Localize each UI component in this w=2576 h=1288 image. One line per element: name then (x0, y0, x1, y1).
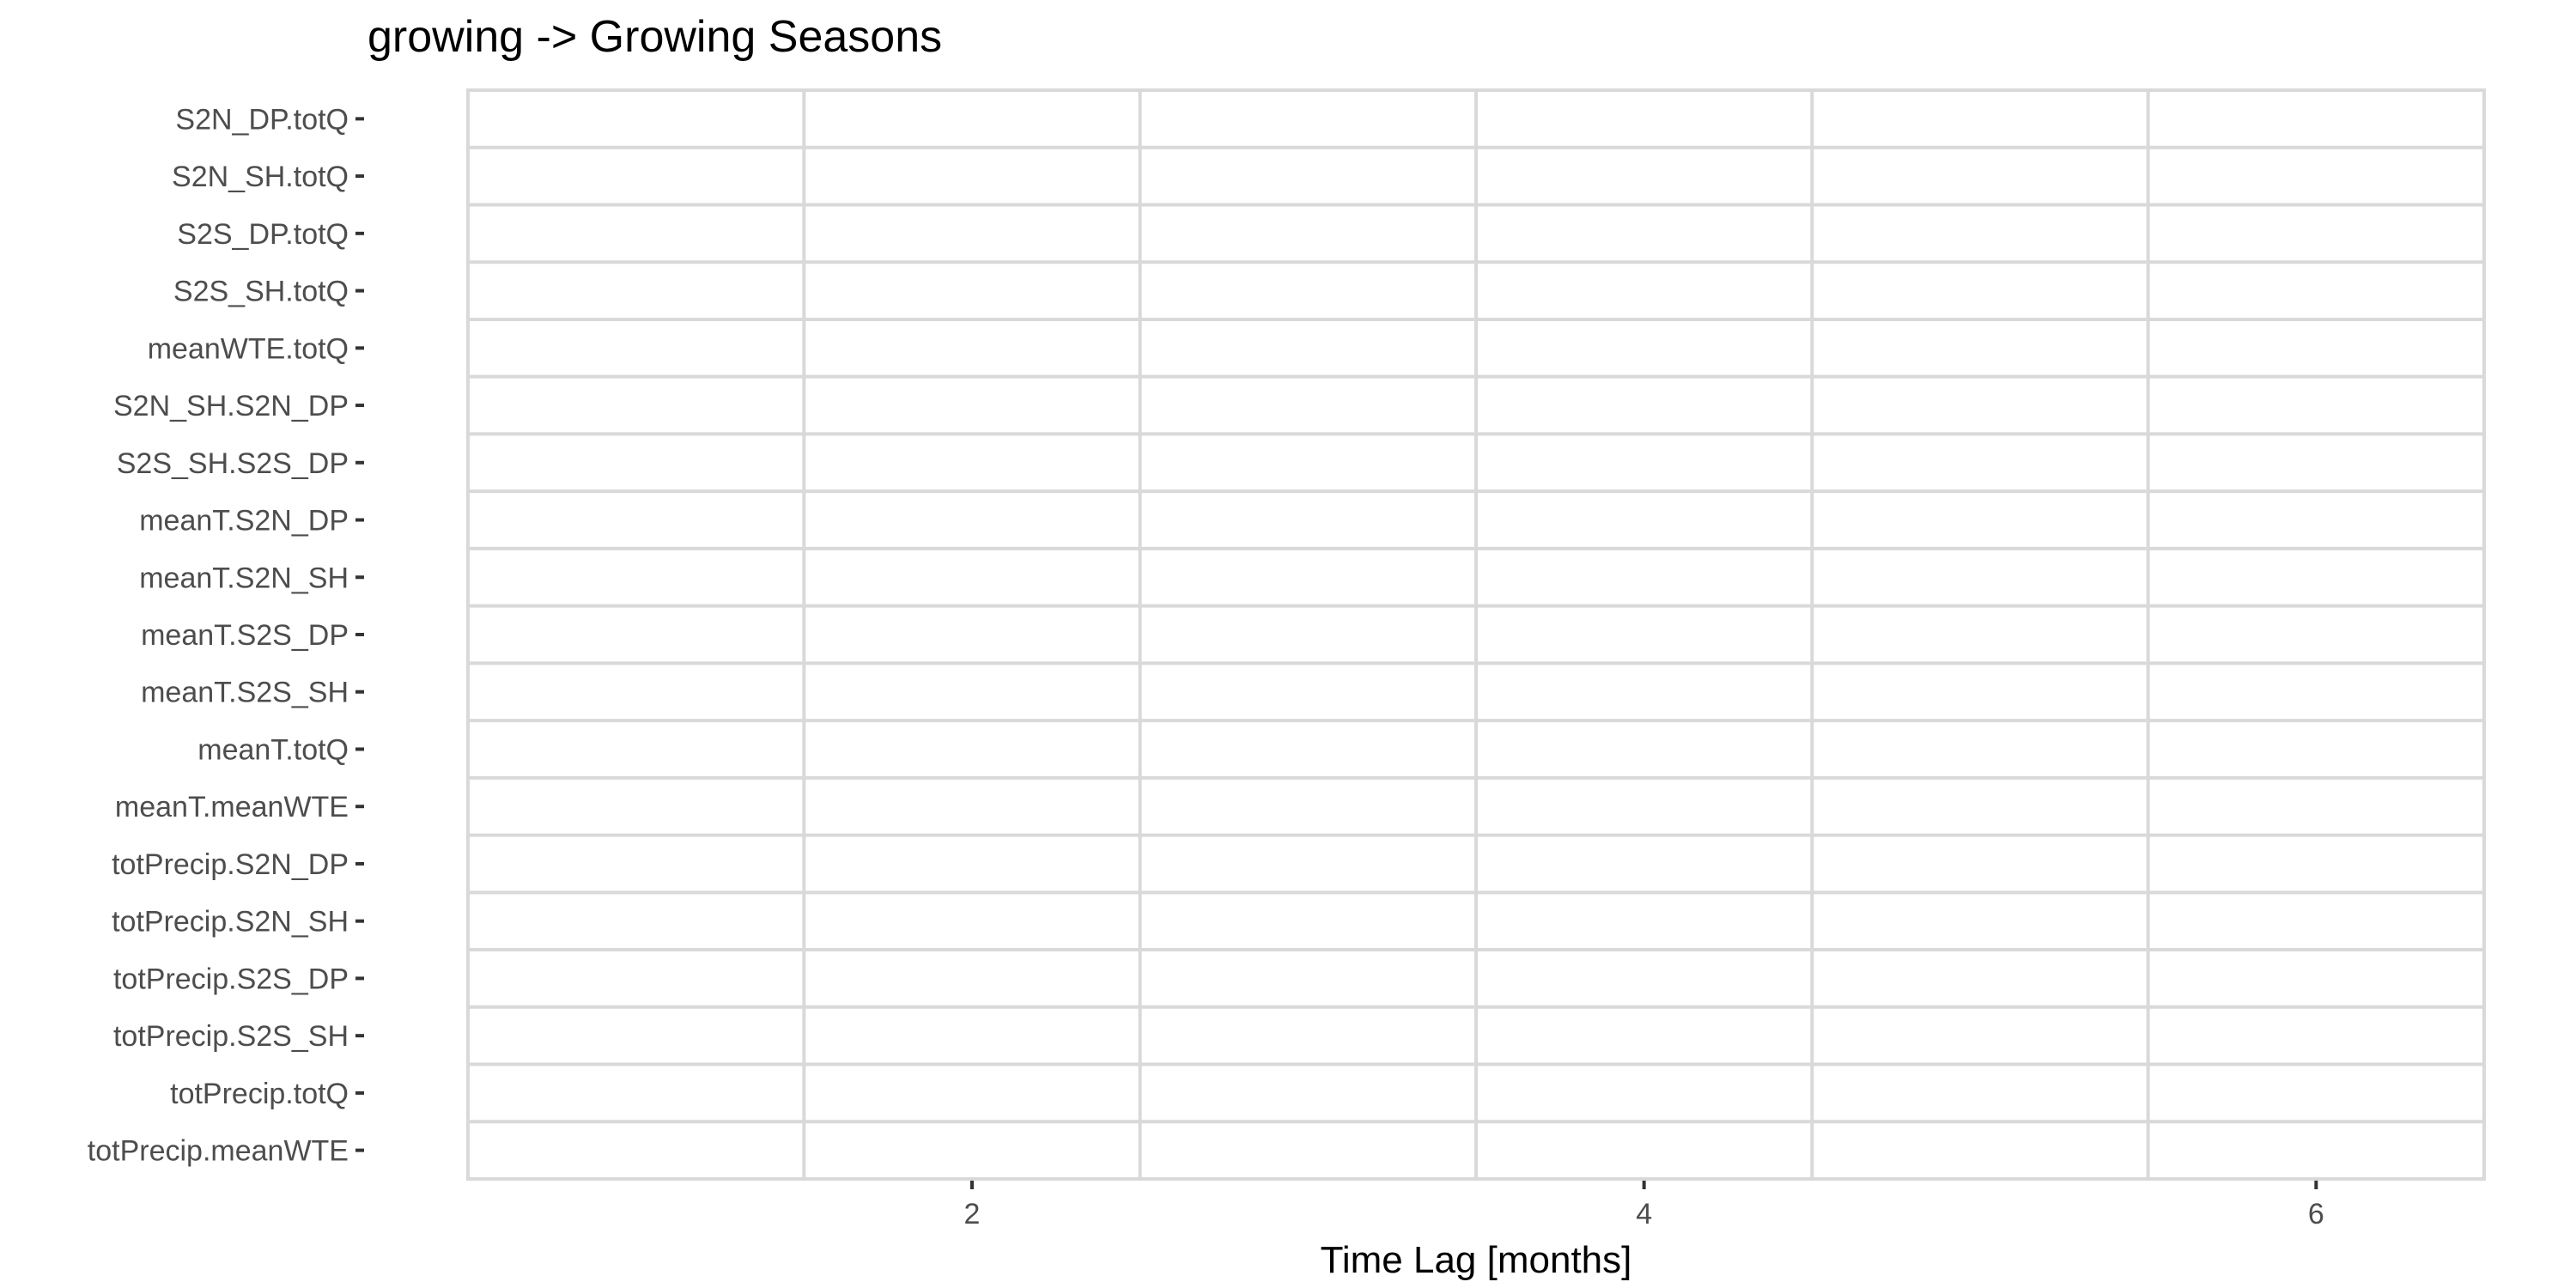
y-tick-label: meanT.meanWTE (115, 791, 349, 823)
y-tick-label: meanT.totQ (197, 733, 349, 766)
chart-title: growing -> Growing Seasons (368, 12, 942, 62)
y-tick-label: meanT.S2N_DP (139, 505, 349, 538)
y-tick-label: totPrecip.S2N_DP (112, 848, 349, 881)
x-tick-label: 6 (2308, 1198, 2324, 1230)
y-tick-label: S2S_SH.S2S_DP (117, 447, 349, 480)
y-tick-label: meanT.S2S_SH (141, 677, 349, 709)
y-tick-label: S2S_SH.totQ (173, 276, 349, 308)
y-tick-label: meanWTE.totQ (148, 332, 349, 365)
y-axis: S2N_DP.totQ S2N_SH.totQ S2S_DP.totQ S2S_SH.… (88, 103, 364, 1168)
x-axis: 2 4 6 (964, 1181, 2324, 1230)
x-tick-label: 2 (964, 1198, 981, 1230)
y-tick-label: meanT.S2N_SH (139, 562, 349, 594)
y-tick-label: S2N_SH.S2N_DP (113, 390, 349, 422)
y-tick-label: S2N_SH.totQ (172, 161, 349, 193)
y-tick-label: S2N_DP.totQ (175, 103, 349, 136)
y-tick-label: totPrecip.S2S_SH (113, 1020, 349, 1053)
y-tick-label: totPrecip.meanWTE (88, 1135, 349, 1168)
y-tick-label: meanT.S2S_DP (141, 619, 349, 652)
y-tick-label: totPrecip.S2N_SH (112, 906, 349, 939)
x-tick-label: 4 (1636, 1198, 1652, 1230)
y-tick-label: totPrecip.S2S_DP (113, 963, 349, 995)
grid (466, 88, 2486, 1181)
x-axis-label: Time Lag [months] (1321, 1239, 1632, 1281)
y-tick-label: totPrecip.totQ (170, 1078, 349, 1110)
y-tick-label: S2S_DP.totQ (177, 218, 349, 251)
